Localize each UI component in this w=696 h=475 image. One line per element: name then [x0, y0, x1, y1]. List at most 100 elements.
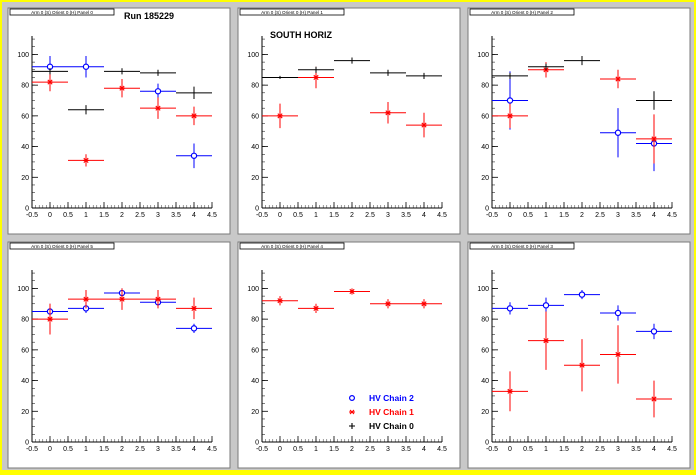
legend-marker-circle — [348, 394, 356, 402]
marker-circle — [190, 152, 198, 159]
data-point — [176, 323, 212, 333]
panel-background — [467, 7, 691, 235]
x-tick-label: 2.5 — [365, 446, 375, 453]
y-tick-label: 80 — [251, 83, 259, 90]
data-point — [370, 102, 406, 124]
panel-title: Arm 0 (S) Orient 0 (H) Panel 0 — [9, 8, 115, 16]
x-tick-label: 0 — [278, 446, 282, 453]
y-tick-label: 100 — [17, 52, 29, 59]
legend-label: HV Chain 0 — [369, 421, 414, 431]
y-tick-label: 60 — [251, 113, 259, 120]
x-tick-label: 1.5 — [329, 212, 339, 219]
data-point — [334, 57, 370, 64]
legend-entry: HV Chain 2 — [348, 393, 414, 403]
data-point — [140, 83, 176, 99]
x-tick-label: -0.5 — [486, 212, 498, 219]
y-tick-label: 20 — [481, 409, 489, 416]
marker-circle — [542, 302, 550, 309]
x-tick-label: -0.5 — [256, 212, 268, 219]
marker-star — [83, 157, 89, 163]
x-tick-label: -0.5 — [486, 446, 498, 453]
y-tick-label: 40 — [251, 144, 259, 151]
marker-star — [119, 296, 125, 302]
x-tick-label: 1.5 — [329, 446, 339, 453]
y-tick-label: 60 — [251, 347, 259, 354]
data-point — [176, 297, 212, 320]
panel-title-box — [239, 8, 345, 16]
marker-star — [421, 122, 427, 128]
data-point — [68, 154, 104, 167]
data-point — [262, 296, 298, 306]
x-tick-label: 1.5 — [559, 446, 569, 453]
region-label: SOUTH HORIZ — [270, 30, 333, 40]
x-tick-label: 2.5 — [135, 446, 145, 453]
y-tick-label: 20 — [21, 409, 29, 416]
x-tick-label: 4.5 — [437, 446, 447, 453]
x-tick-label: 2.5 — [365, 212, 375, 219]
marker-star — [543, 338, 549, 344]
data-point — [492, 103, 528, 129]
data-point — [298, 66, 334, 73]
y-tick-label: 60 — [21, 113, 29, 120]
figure-canvas: Arm 0 (S) Orient 0 (H) Panel 0 0 20 40 60 80 1… — [2, 2, 694, 470]
y-tick-label: 100 — [477, 52, 489, 59]
marker-star — [421, 301, 427, 307]
panel-title: Arm 0 (S) Orient 0 (H) Panel 4 — [239, 242, 345, 250]
panel-3: Arm 0 (S) Orient 0 (H) Panel 50204060801… — [7, 241, 231, 469]
panel-title-text: Arm 0 (S) Orient 0 (H) Panel 4 — [261, 244, 323, 249]
panel-title-text: Arm 0 (S) Orient 0 (H) Panel 0 — [31, 10, 93, 15]
x-tick-label: 3.5 — [631, 212, 641, 219]
data-point — [564, 289, 600, 300]
panel-background — [237, 241, 461, 469]
x-tick-label: 3 — [386, 446, 390, 453]
panel-title: Arm 0 (S) Orient 0 (H) Panel 2 — [469, 8, 575, 16]
data-point — [176, 143, 212, 169]
x-tick-label: 1 — [84, 446, 88, 453]
panel-title-text: Arm 0 (S) Orient 0 (H) Panel 1 — [261, 10, 323, 15]
marker-star — [155, 105, 161, 111]
panel-2: Arm 0 (S) Orient 0 (H) Panel 20204060801… — [467, 7, 691, 235]
x-tick-label: 1 — [84, 212, 88, 219]
data-point — [140, 289, 176, 309]
x-tick-label: 0.5 — [63, 446, 73, 453]
data-point — [406, 72, 442, 79]
data-point — [68, 105, 104, 115]
y-tick-label: 80 — [481, 83, 489, 90]
x-tick-label: 2 — [350, 212, 354, 219]
y-tick-label: 60 — [481, 113, 489, 120]
y-tick-label: 100 — [247, 286, 259, 293]
y-tick-label: 60 — [481, 347, 489, 354]
data-point — [636, 114, 672, 164]
data-point — [528, 63, 564, 70]
x-tick-label: 4 — [422, 212, 426, 219]
x-tick-label: 0.5 — [293, 212, 303, 219]
y-tick-label: 0 — [485, 440, 489, 447]
data-point — [492, 302, 528, 315]
y-tick-label: 80 — [21, 83, 29, 90]
y-tick-label: 0 — [25, 206, 29, 213]
x-tick-label: 1 — [314, 446, 318, 453]
marker-star — [313, 74, 319, 81]
x-tick-label: -0.5 — [26, 446, 38, 453]
x-tick-label: 0.5 — [293, 446, 303, 453]
marker-star — [119, 85, 125, 91]
x-tick-label: 3.5 — [631, 446, 641, 453]
marker-star — [651, 396, 657, 402]
x-tick-label: 3.5 — [171, 212, 181, 219]
marker-circle — [614, 309, 622, 317]
x-tick-label: 2.5 — [595, 212, 605, 219]
panel-title-text: Arm 0 (S) Orient 0 (H) Panel 2 — [491, 10, 553, 15]
panel-title: Arm 0 (S) Orient 0 (H) Panel 1 — [239, 8, 345, 16]
y-tick-label: 20 — [481, 175, 489, 182]
y-tick-label: 20 — [251, 409, 259, 416]
x-tick-label: 1 — [544, 212, 548, 219]
panel-5: Arm 0 (S) Orient 0 (H) Panel 30204060801… — [467, 241, 691, 469]
marker-star — [349, 288, 355, 295]
data-point — [262, 75, 298, 79]
y-tick-label: 20 — [251, 175, 259, 182]
panel-title-box — [239, 242, 345, 250]
marker-star — [277, 113, 283, 119]
x-tick-label: 2 — [580, 446, 584, 453]
marker-star — [385, 110, 391, 116]
x-tick-label: 3 — [156, 212, 160, 219]
